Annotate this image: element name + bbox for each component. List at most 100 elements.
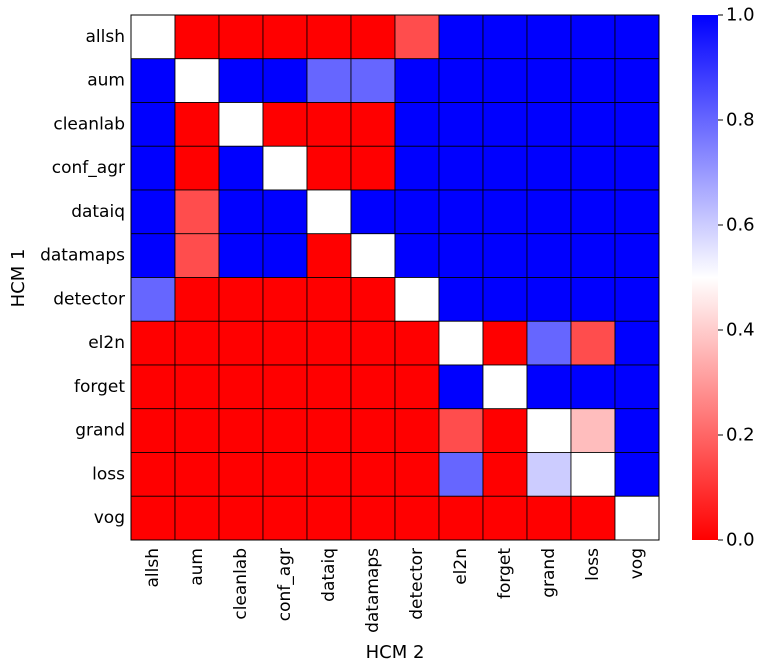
heatmap-cell-loss-datamaps: [350, 452, 396, 497]
row-label-dataiq: dataiq: [71, 202, 125, 222]
heatmap-cell-allsh-grand: [526, 14, 572, 60]
heatmap-cell-vog-aum: [174, 495, 220, 541]
heatmap-cell-aum-forget: [482, 58, 528, 103]
heatmap-cell-datamaps-aum: [174, 233, 220, 278]
row-label-cleanlab: cleanlab: [53, 114, 125, 134]
heatmap-cell-grand-conf_agr: [262, 408, 308, 453]
heatmap-cell-dataiq-forget: [482, 189, 528, 235]
heatmap-cell-detector-vog: [614, 277, 660, 322]
heatmap-cell-forget-vog: [614, 364, 660, 410]
heatmap-cell-datamaps-grand: [526, 233, 572, 278]
heatmap-cell-el2n-datamaps: [350, 320, 396, 366]
heatmap-cell-datamaps-datamaps: [350, 233, 396, 278]
heatmap-cell-cleanlab-dataiq: [306, 102, 352, 147]
column-label-grand: grand: [539, 548, 559, 598]
heatmap-cell-loss-allsh: [130, 452, 176, 497]
colorbar-ticks: 0.0 0.2 0.4 0.6 0.8 1.0: [718, 5, 755, 551]
heatmap-cell-aum-allsh: [130, 58, 176, 103]
column-label-conf_agr: conf_agr: [275, 548, 295, 621]
heatmap-cell-conf_agr-forget: [482, 145, 528, 191]
heatmap-cell-dataiq-grand: [526, 189, 572, 235]
heatmap-cell-el2n-detector: [394, 320, 440, 366]
heatmap-cell-cleanlab-vog: [614, 102, 660, 147]
heatmap-cell-forget-dataiq: [306, 364, 352, 410]
column-label-allsh: allsh: [143, 548, 163, 588]
heatmap-cell-vog-dataiq: [306, 495, 352, 541]
heatmap-cell-forget-grand: [526, 364, 572, 410]
heatmap-cell-vog-detector: [394, 495, 440, 541]
heatmap-cell-conf_agr-dataiq: [306, 145, 352, 191]
heatmap-cell-detector-el2n: [438, 277, 484, 322]
heatmap-cell-grand-dataiq: [306, 408, 352, 453]
heatmap-cell-el2n-vog: [614, 320, 660, 366]
heatmap-cell-allsh-datamaps: [350, 14, 396, 60]
heatmap-cell-detector-cleanlab: [218, 277, 264, 322]
heatmap-cell-allsh-dataiq: [306, 14, 352, 60]
column-label-detector: detector: [407, 548, 427, 620]
heatmap-cell-detector-dataiq: [306, 277, 352, 322]
heatmap-cell-loss-aum: [174, 452, 220, 497]
heatmap-cell-el2n-grand: [526, 320, 572, 366]
heatmap-cell-cleanlab-allsh: [130, 102, 176, 147]
heatmap-cell-aum-conf_agr: [262, 58, 308, 103]
heatmap-cell-dataiq-dataiq: [306, 189, 352, 235]
heatmap-cell-aum-aum: [174, 58, 220, 103]
heatmap-cell-forget-datamaps: [350, 364, 396, 410]
row-label-loss: loss: [92, 464, 125, 484]
heatmap-cell-cleanlab-grand: [526, 102, 572, 147]
heatmap-cell-forget-aum: [174, 364, 220, 410]
heatmap-cell-cleanlab-loss: [570, 102, 616, 147]
heatmap-cell-allsh-allsh: [130, 14, 176, 60]
plot-frame: [130, 14, 660, 541]
heatmap-cell-detector-grand: [526, 277, 572, 322]
heatmap-cell-vog-grand: [526, 495, 572, 541]
heatmap-cell-datamaps-detector: [394, 233, 440, 278]
heatmap-cell-conf_agr-datamaps: [350, 145, 396, 191]
heatmap-cell-datamaps-loss: [570, 233, 616, 278]
heatmap-cell-datamaps-allsh: [130, 233, 176, 278]
heatmap-cell-allsh-conf_agr: [262, 14, 308, 60]
heatmap-cell-cleanlab-el2n: [438, 102, 484, 147]
heatmap-cell-detector-detector: [394, 277, 440, 322]
heatmap-cell-allsh-cleanlab: [218, 14, 264, 60]
heatmap-cell-vog-forget: [482, 495, 528, 541]
heatmap-cell-grand-detector: [394, 408, 440, 453]
heatmap-cell-aum-cleanlab: [218, 58, 264, 103]
heatmap-cell-detector-loss: [570, 277, 616, 322]
heatmap-cell-el2n-dataiq: [306, 320, 352, 366]
heatmap-cell-el2n-loss: [570, 320, 616, 366]
heatmap-cell-vog-el2n: [438, 495, 484, 541]
row-label-vog: vog: [94, 508, 125, 528]
heatmap-cell-cleanlab-forget: [482, 102, 528, 147]
column-label-forget: forget: [495, 548, 515, 599]
heatmap-cell-conf_agr-loss: [570, 145, 616, 191]
heatmap-cell-grand-vog: [614, 408, 660, 453]
row-label-datamaps: datamaps: [40, 246, 125, 266]
heatmap-cell-el2n-cleanlab: [218, 320, 264, 366]
heatmap-cell-aum-grand: [526, 58, 572, 103]
heatmap-cell-datamaps-dataiq: [306, 233, 352, 278]
heatmap-cell-grand-loss: [570, 408, 616, 453]
column-label-cleanlab: cleanlab: [231, 548, 251, 620]
row-label-forget: forget: [74, 377, 125, 397]
heatmap-cell-allsh-aum: [174, 14, 220, 60]
heatmap-cell-conf_agr-cleanlab: [218, 145, 264, 191]
column-label-el2n: el2n: [451, 548, 471, 585]
row-label-grand: grand: [75, 421, 125, 441]
row-label-aum: aum: [87, 71, 125, 91]
heatmap-cell-detector-datamaps: [350, 277, 396, 322]
heatmap-cell-cleanlab-cleanlab: [218, 102, 264, 147]
heatmap-cell-detector-aum: [174, 277, 220, 322]
heatmap-cell-dataiq-conf_agr: [262, 189, 308, 235]
heatmap-cell-grand-forget: [482, 408, 528, 453]
heatmap-cell-aum-detector: [394, 58, 440, 103]
heatmap-cell-vog-allsh: [130, 495, 176, 541]
colorbar-tick-label: 0.2: [726, 425, 755, 446]
heatmap-cell-vog-loss: [570, 495, 616, 541]
heatmap-cell-loss-vog: [614, 452, 660, 497]
row-label-allsh: allsh: [86, 27, 126, 47]
colorbar-tick-label: 1.0: [726, 5, 755, 26]
heatmap-cell-cleanlab-conf_agr: [262, 102, 308, 147]
heatmap-cell-loss-el2n: [438, 452, 484, 497]
